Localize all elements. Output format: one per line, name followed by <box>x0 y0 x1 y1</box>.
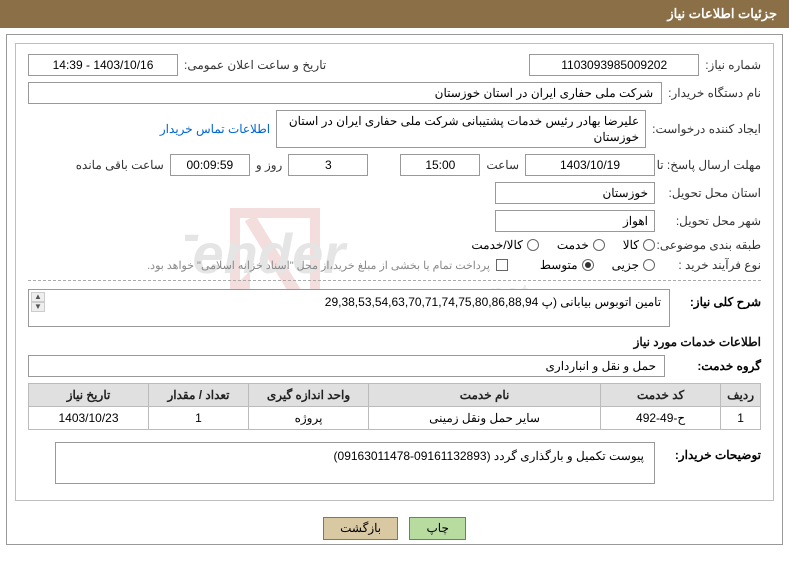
form-panel: شماره نیاز: 1103093985009202 تاریخ و ساع… <box>15 43 774 501</box>
radio-icon <box>643 259 655 271</box>
days-and: روز و <box>256 158 283 172</box>
radio-kala-label: کالا <box>623 238 639 252</box>
radio-partial[interactable]: جزیی <box>612 258 655 272</box>
row-buyer-notes: توضیحات خریدار: پیوست تکمیل و بارگذاری گ… <box>28 442 761 484</box>
contact-link[interactable]: اطلاعات تماس خریدار <box>160 122 270 136</box>
deadline-label: مهلت ارسال پاسخ: تا تاریخ: <box>661 158 761 172</box>
radio-medium[interactable]: متوسط <box>540 258 594 272</box>
category-radio-group: کالا خدمت کالا/خدمت <box>471 238 655 252</box>
radio-icon <box>527 239 539 251</box>
back-button[interactable]: بازگشت <box>323 517 398 540</box>
th-name: نام خدمت <box>369 384 601 407</box>
td-row: 1 <box>721 407 761 430</box>
td-code: ح-49-492 <box>601 407 721 430</box>
row-service-group: گروه خدمت: حمل و نقل و انبارداری <box>28 355 761 377</box>
row-need-number: شماره نیاز: 1103093985009202 تاریخ و ساع… <box>28 54 761 76</box>
city-label: شهر محل تحویل: <box>661 214 761 228</box>
service-group-value: حمل و نقل و انبارداری <box>28 355 665 377</box>
time-word: ساعت <box>486 158 519 172</box>
remaining-label: ساعت باقی مانده <box>76 158 164 172</box>
purchase-type-radio-group: جزیی متوسط <box>540 258 655 272</box>
radio-icon <box>643 239 655 251</box>
header-title: جزئیات اطلاعات نیاز <box>667 6 777 21</box>
spinner-icon[interactable]: ▲▼ <box>31 292 45 312</box>
summary-text: تامین اتوبوس بیابانی (پ 29,38,53,54,63,7… <box>325 295 661 309</box>
row-purchase-type: نوع فرآیند خرید : جزیی متوسط پرداخت تمام… <box>28 258 761 272</box>
row-requester: ایجاد کننده درخواست: علیرضا بهادر رئیس خ… <box>28 110 761 148</box>
services-section-title: اطلاعات خدمات مورد نیاز <box>28 335 761 349</box>
row-summary: شرح کلی نیاز: تامین اتوبوس بیابانی (پ 29… <box>28 289 761 327</box>
buyer-notes-box: پیوست تکمیل و بارگذاری گردد (09161132893… <box>55 442 655 484</box>
summary-label: شرح کلی نیاز: <box>676 289 761 309</box>
row-province: استان محل تحویل: خوزستان <box>28 182 761 204</box>
buyer-notes-label: توضیحات خریدار: <box>661 442 761 462</box>
td-date: 1403/10/23 <box>29 407 149 430</box>
summary-textarea[interactable]: تامین اتوبوس بیابانی (پ 29,38,53,54,63,7… <box>28 289 670 327</box>
announce-value: 1403/10/16 - 14:39 <box>28 54 178 76</box>
th-unit: واحد اندازه گیری <box>249 384 369 407</box>
td-unit: پروژه <box>249 407 369 430</box>
radio-kala[interactable]: کالا <box>623 238 655 252</box>
row-city: شهر محل تحویل: اهواز <box>28 210 761 232</box>
print-button[interactable]: چاپ <box>409 517 465 540</box>
radio-icon <box>593 239 605 251</box>
row-category: طبقه بندی موضوعی: کالا خدمت کالا/خدمت <box>28 238 761 252</box>
radio-khadamat[interactable]: خدمت <box>557 238 605 252</box>
countdown: 00:09:59 <box>170 154 250 176</box>
province-value: خوزستان <box>495 182 655 204</box>
radio-medium-label: متوسط <box>540 258 578 272</box>
outer-panel: شماره نیاز: 1103093985009202 تاریخ و ساع… <box>6 34 783 545</box>
divider <box>28 280 761 281</box>
row-buyer-org: نام دستگاه خریدار: شرکت ملی حفاری ایران … <box>28 82 761 104</box>
action-buttons: چاپ بازگشت <box>7 509 782 544</box>
th-qty: تعداد / مقدار <box>149 384 249 407</box>
row-deadline: مهلت ارسال پاسخ: تا تاریخ: 1403/10/19 سا… <box>28 154 761 176</box>
th-date: تاریخ نیاز <box>29 384 149 407</box>
radio-both-label: کالا/خدمت <box>471 238 522 252</box>
deadline-date: 1403/10/19 <box>525 154 655 176</box>
table-header-row: ردیف کد خدمت نام خدمت واحد اندازه گیری ت… <box>29 384 761 407</box>
radio-partial-label: جزیی <box>612 258 639 272</box>
purchase-type-label: نوع فرآیند خرید : <box>661 258 761 272</box>
radio-both[interactable]: کالا/خدمت <box>471 238 538 252</box>
requester-label: ایجاد کننده درخواست: <box>652 122 761 136</box>
deadline-time: 15:00 <box>400 154 480 176</box>
province-label: استان محل تحویل: <box>661 186 761 200</box>
city-value: اهواز <box>495 210 655 232</box>
category-label: طبقه بندی موضوعی: <box>661 238 761 252</box>
requester-value: علیرضا بهادر رئیس خدمات پشتیبانی شرکت مل… <box>276 110 646 148</box>
th-row: ردیف <box>721 384 761 407</box>
buyer-org-value: شرکت ملی حفاری ایران در استان خوزستان <box>28 82 662 104</box>
table-row: 1 ح-49-492 سایر حمل ونقل زمینی پروژه 1 1… <box>29 407 761 430</box>
need-no-label: شماره نیاز: <box>705 58 761 72</box>
treasury-checkbox[interactable] <box>496 259 508 271</box>
buyer-notes-text: پیوست تکمیل و بارگذاری گردد (09161132893… <box>334 449 644 463</box>
days-value: 3 <box>288 154 368 176</box>
buyer-org-label: نام دستگاه خریدار: <box>668 86 761 100</box>
service-group-label: گروه خدمت: <box>671 359 761 373</box>
td-qty: 1 <box>149 407 249 430</box>
th-code: کد خدمت <box>601 384 721 407</box>
td-name: سایر حمل ونقل زمینی <box>369 407 601 430</box>
services-table: ردیف کد خدمت نام خدمت واحد اندازه گیری ت… <box>28 383 761 430</box>
page-header: جزئیات اطلاعات نیاز <box>0 0 789 28</box>
need-no-value: 1103093985009202 <box>529 54 699 76</box>
radio-khadamat-label: خدمت <box>557 238 589 252</box>
announce-label: تاریخ و ساعت اعلان عمومی: <box>184 58 326 72</box>
radio-icon <box>582 259 594 271</box>
treasury-note: پرداخت تمام یا بخشی از مبلغ خرید،از محل … <box>147 259 490 272</box>
